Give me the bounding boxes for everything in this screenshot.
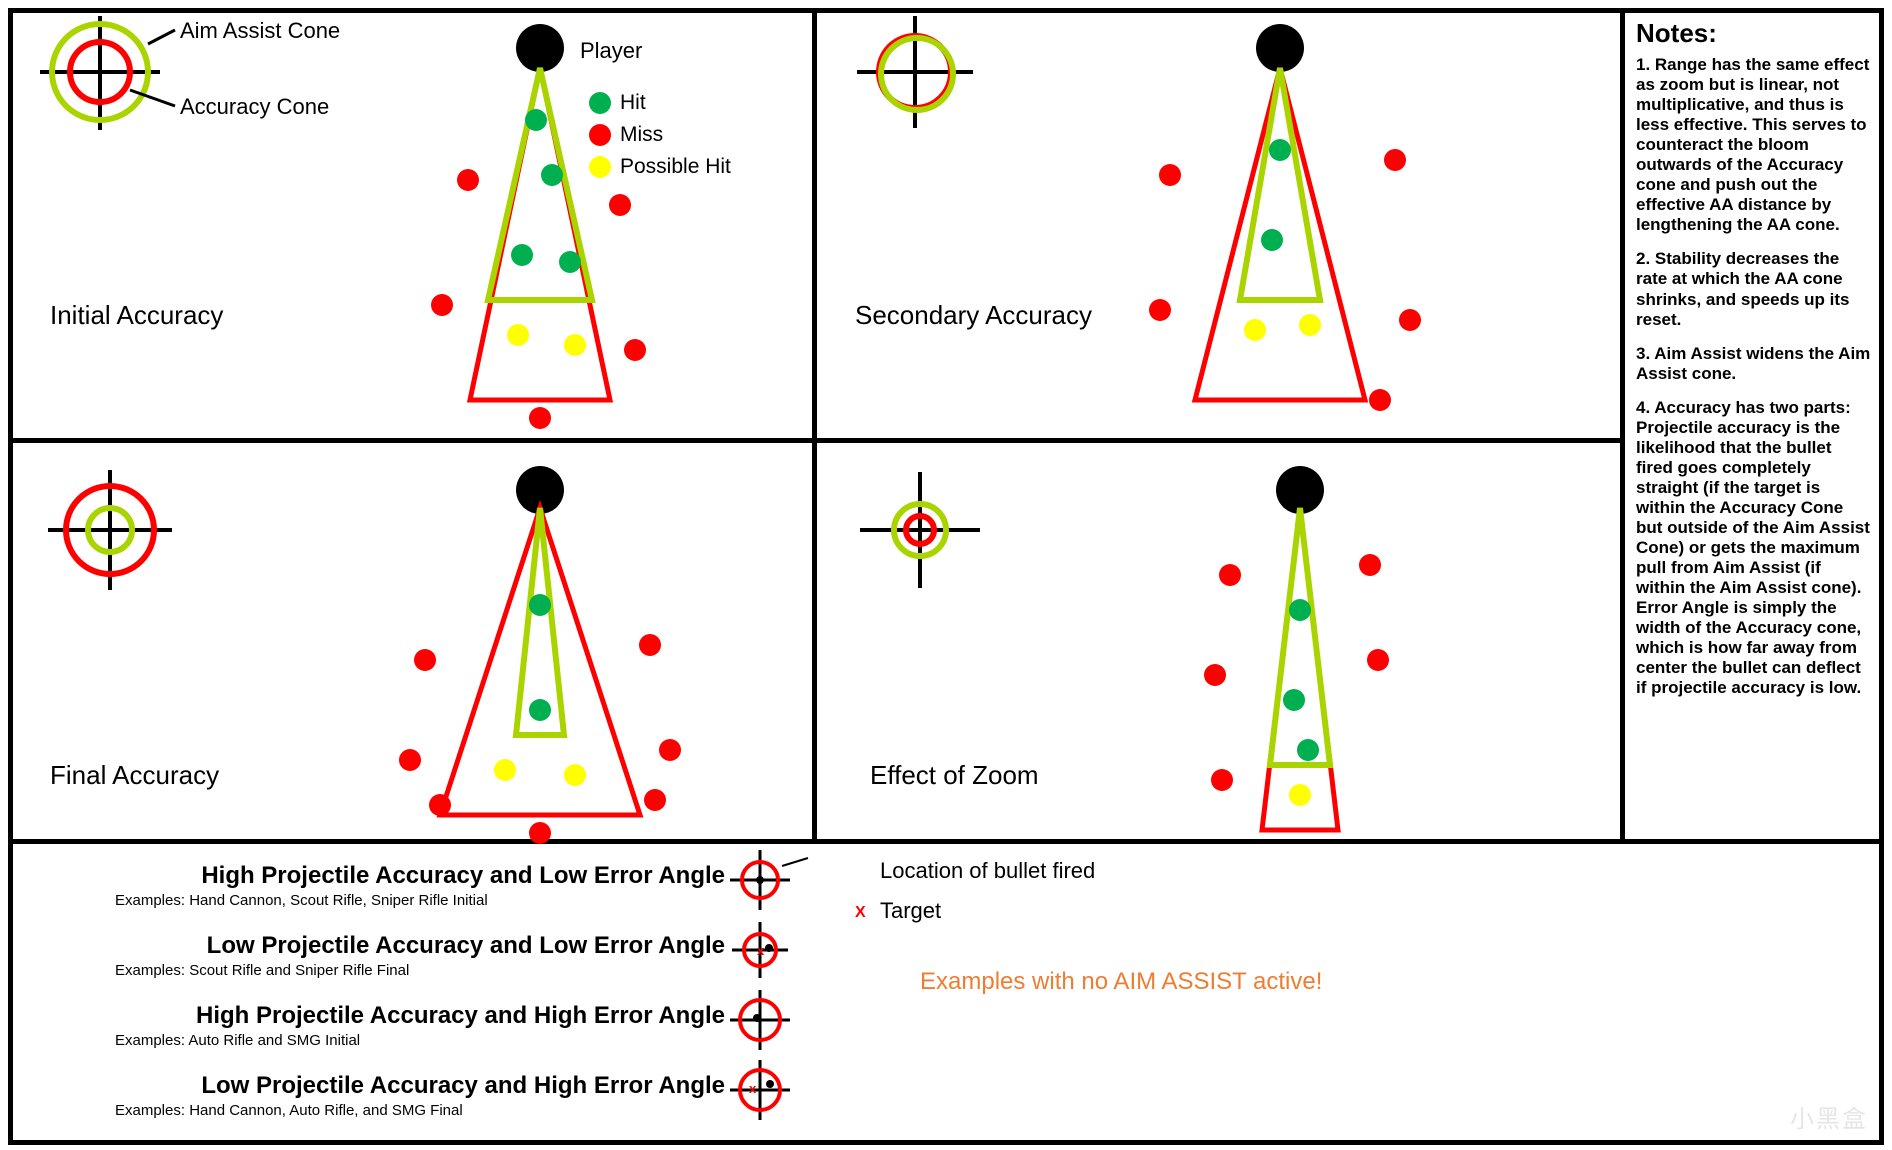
bottom-row-3: High Projectile Accuracy and High Error …	[115, 1002, 725, 1049]
note-1: 1. Range has the same effect as zoom but…	[1636, 55, 1872, 235]
bottom-row-2-title: Low Projectile Accuracy and Low Error An…	[115, 932, 725, 960]
panel-title-secondary: Secondary Accuracy	[855, 300, 1092, 331]
orange-note: Examples with no AIM ASSIST active!	[920, 968, 1322, 996]
bottom-reticles: x x X	[730, 850, 866, 1120]
panel-title-zoom: Effect of Zoom	[870, 760, 1039, 791]
note-2: 2. Stability decreases the rate at which…	[1636, 249, 1872, 329]
bottom-row-4: Low Projectile Accuracy and High Error A…	[115, 1072, 725, 1119]
panel-initial-graphic	[40, 16, 646, 429]
reticle-final	[48, 470, 172, 590]
reticle-zoom	[860, 472, 980, 588]
key-bullet-label: Location of bullet fired	[880, 858, 1095, 884]
bottom-row-1-title: High Projectile Accuracy and Low Error A…	[115, 862, 725, 890]
panel-title-final: Final Accuracy	[50, 760, 219, 791]
miss-label: Miss	[620, 123, 663, 147]
key-target-label: Target	[880, 898, 941, 924]
watermark: 小黑盒	[1790, 1099, 1868, 1134]
bottom-row-3-title: High Projectile Accuracy and High Error …	[115, 1002, 725, 1030]
bottom-row-1-ex: Examples: Hand Cannon, Scout Rifle, Snip…	[115, 892, 725, 909]
hit-label: Hit	[620, 91, 646, 115]
possible-hit-label: Possible Hit	[620, 155, 731, 179]
panel-title-initial: Initial Accuracy	[50, 300, 223, 331]
note-4: 4. Accuracy has two parts: Projectile ac…	[1636, 398, 1872, 699]
player-dot	[516, 24, 564, 72]
note-3: 3. Aim Assist widens the Aim Assist cone…	[1636, 344, 1872, 384]
panel-secondary-graphic	[857, 16, 1421, 411]
notes-panel: Notes: 1. Range has the same effect as z…	[1636, 18, 1872, 698]
bottom-row-2: Low Projectile Accuracy and Low Error An…	[115, 932, 725, 979]
notes-title: Notes:	[1636, 18, 1872, 49]
bottom-row-1: High Projectile Accuracy and Low Error A…	[115, 862, 725, 909]
target-x-icon: X	[855, 904, 866, 921]
player-label: Player	[580, 38, 642, 64]
svg-text:x: x	[749, 1081, 757, 1096]
diagram-canvas: x x X Aim Assist Cone Accuracy	[0, 0, 1892, 1150]
reticle-initial	[40, 16, 175, 130]
bottom-row-3-ex: Examples: Auto Rifle and SMG Initial	[115, 1032, 725, 1049]
bottom-row-2-ex: Examples: Scout Rifle and Sniper Rifle F…	[115, 962, 725, 979]
bottom-row-4-ex: Examples: Hand Cannon, Auto Rifle, and S…	[115, 1102, 725, 1119]
bottom-row-4-title: Low Projectile Accuracy and High Error A…	[115, 1072, 725, 1100]
accuracy-cone-label: Accuracy Cone	[180, 94, 329, 120]
aim-assist-cone-label: Aim Assist Cone	[180, 18, 340, 44]
svg-text:x: x	[757, 943, 765, 958]
reticle-secondary	[857, 16, 973, 128]
